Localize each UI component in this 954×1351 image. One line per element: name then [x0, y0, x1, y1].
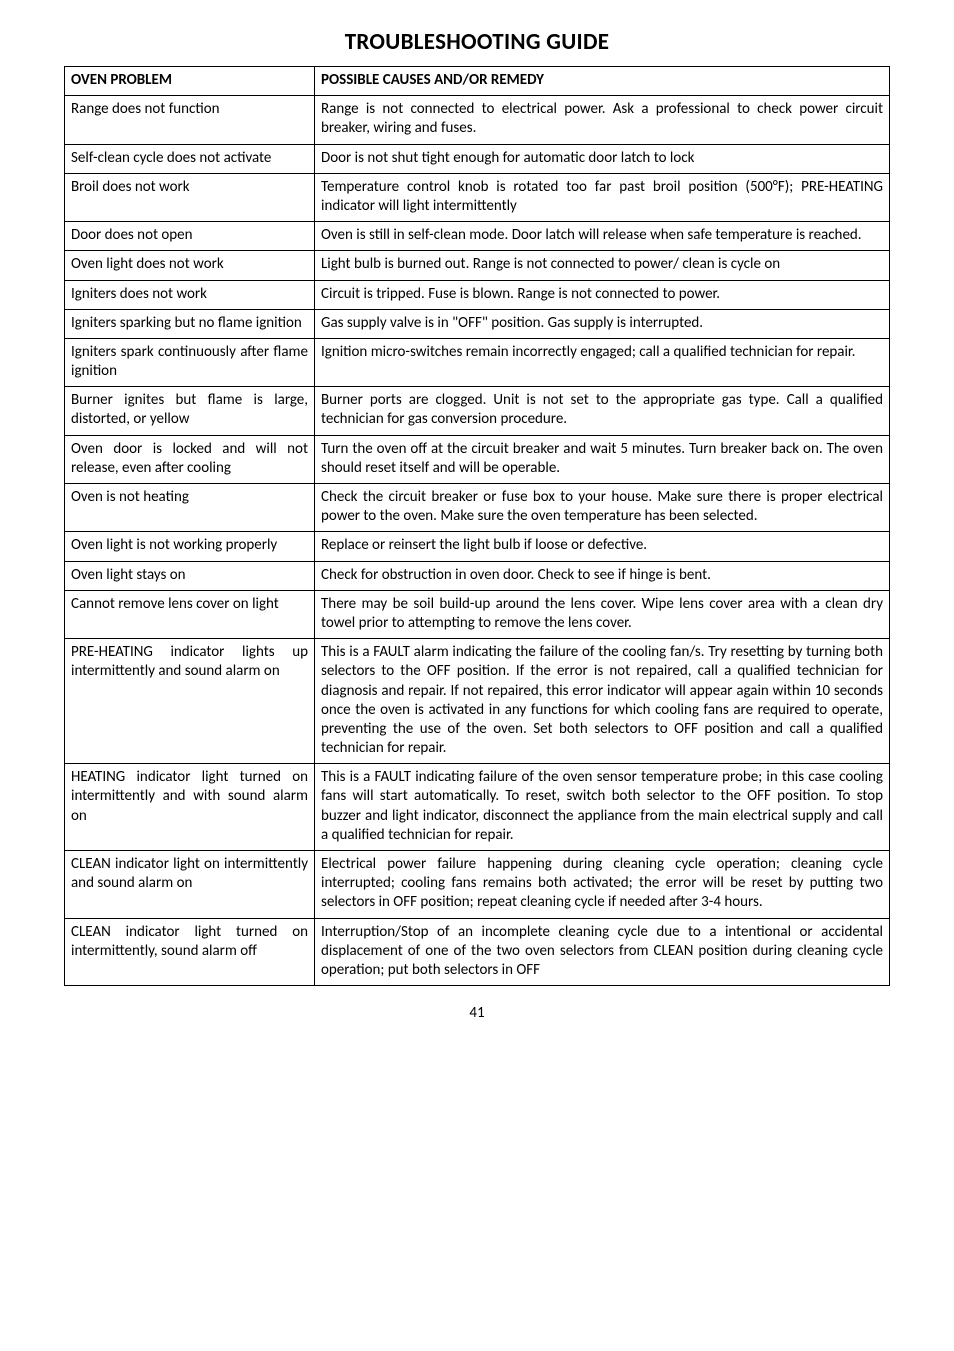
cell-remedy: Range is not connected to electrical pow… [315, 96, 890, 144]
cell-remedy: Light bulb is burned out. Range is not c… [315, 251, 890, 280]
cell-remedy: Electrical power failure happening durin… [315, 851, 890, 919]
table-row: HEATING indicator light turned on interm… [65, 764, 890, 851]
cell-problem: CLEAN indicator light on intermittently … [65, 851, 315, 919]
cell-remedy: There may be soil build-up around the le… [315, 590, 890, 638]
cell-problem: Igniters spark continuously after flame … [65, 338, 315, 386]
table-row: Self-clean cycle does not activate Door … [65, 144, 890, 173]
cell-remedy: Oven is still in self-clean mode. Door l… [315, 222, 890, 251]
cell-remedy: Door is not shut tight enough for automa… [315, 144, 890, 173]
table-row: CLEAN indicator light on intermittently … [65, 851, 890, 919]
cell-remedy: This is a FAULT indicating failure of th… [315, 764, 890, 851]
cell-problem: Oven light is not working properly [65, 532, 315, 561]
table-row: Oven light does not work Light bulb is b… [65, 251, 890, 280]
cell-problem: Cannot remove lens cover on light [65, 590, 315, 638]
cell-problem: Oven door is locked and will not release… [65, 435, 315, 483]
cell-problem: Self-clean cycle does not activate [65, 144, 315, 173]
table-row: Oven door is locked and will not release… [65, 435, 890, 483]
header-problem: OVEN PROBLEM [65, 67, 315, 96]
cell-remedy: Turn the oven off at the circuit breaker… [315, 435, 890, 483]
cell-problem: HEATING indicator light turned on interm… [65, 764, 315, 851]
cell-problem: Oven light does not work [65, 251, 315, 280]
cell-remedy: Circuit is tripped. Fuse is blown. Range… [315, 280, 890, 309]
cell-remedy: Burner ports are clogged. Unit is not se… [315, 387, 890, 435]
cell-problem: Oven is not heating [65, 484, 315, 532]
cell-problem: CLEAN indicator light turned on intermit… [65, 918, 315, 986]
cell-problem: Igniters sparking but no flame ignition [65, 309, 315, 338]
table-row: Igniters does not work Circuit is trippe… [65, 280, 890, 309]
cell-remedy: Check the circuit breaker or fuse box to… [315, 484, 890, 532]
table-row: Door does not open Oven is still in self… [65, 222, 890, 251]
cell-remedy: Check for obstruction in oven door. Chec… [315, 561, 890, 590]
page-number: 41 [64, 1004, 890, 1022]
cell-remedy: Temperature control knob is rotated too … [315, 173, 890, 221]
cell-remedy: This is a FAULT alarm indicating the fai… [315, 639, 890, 764]
table-row: Oven is not heating Check the circuit br… [65, 484, 890, 532]
cell-remedy: Interruption/Stop of an incomplete clean… [315, 918, 890, 986]
table-row: Range does not function Range is not con… [65, 96, 890, 144]
table-row: Igniters spark continuously after flame … [65, 338, 890, 386]
troubleshooting-table: OVEN PROBLEM POSSIBLE CAUSES AND/OR REME… [64, 66, 890, 986]
header-remedy: POSSIBLE CAUSES AND/OR REMEDY [315, 67, 890, 96]
table-row: PRE-HEATING indicator lights up intermit… [65, 639, 890, 764]
cell-problem: Burner ignites but flame is large, disto… [65, 387, 315, 435]
table-row: Oven light stays on Check for obstructio… [65, 561, 890, 590]
table-row: Igniters sparking but no flame ignition … [65, 309, 890, 338]
page-title: TROUBLESHOOTING GUIDE [64, 28, 890, 56]
cell-problem: Broil does not work [65, 173, 315, 221]
table-row: Burner ignites but flame is large, disto… [65, 387, 890, 435]
cell-problem: Oven light stays on [65, 561, 315, 590]
cell-problem: Igniters does not work [65, 280, 315, 309]
table-row: Broil does not work Temperature control … [65, 173, 890, 221]
table-row: Cannot remove lens cover on light There … [65, 590, 890, 638]
table-row: Oven light is not working properly Repla… [65, 532, 890, 561]
cell-problem: Range does not function [65, 96, 315, 144]
table-row: CLEAN indicator light turned on intermit… [65, 918, 890, 986]
cell-remedy: Gas supply valve is in "OFF" position. G… [315, 309, 890, 338]
cell-remedy: Replace or reinsert the light bulb if lo… [315, 532, 890, 561]
table-header-row: OVEN PROBLEM POSSIBLE CAUSES AND/OR REME… [65, 67, 890, 96]
cell-remedy: Ignition micro-switches remain incorrect… [315, 338, 890, 386]
cell-problem: PRE-HEATING indicator lights up intermit… [65, 639, 315, 764]
cell-problem: Door does not open [65, 222, 315, 251]
